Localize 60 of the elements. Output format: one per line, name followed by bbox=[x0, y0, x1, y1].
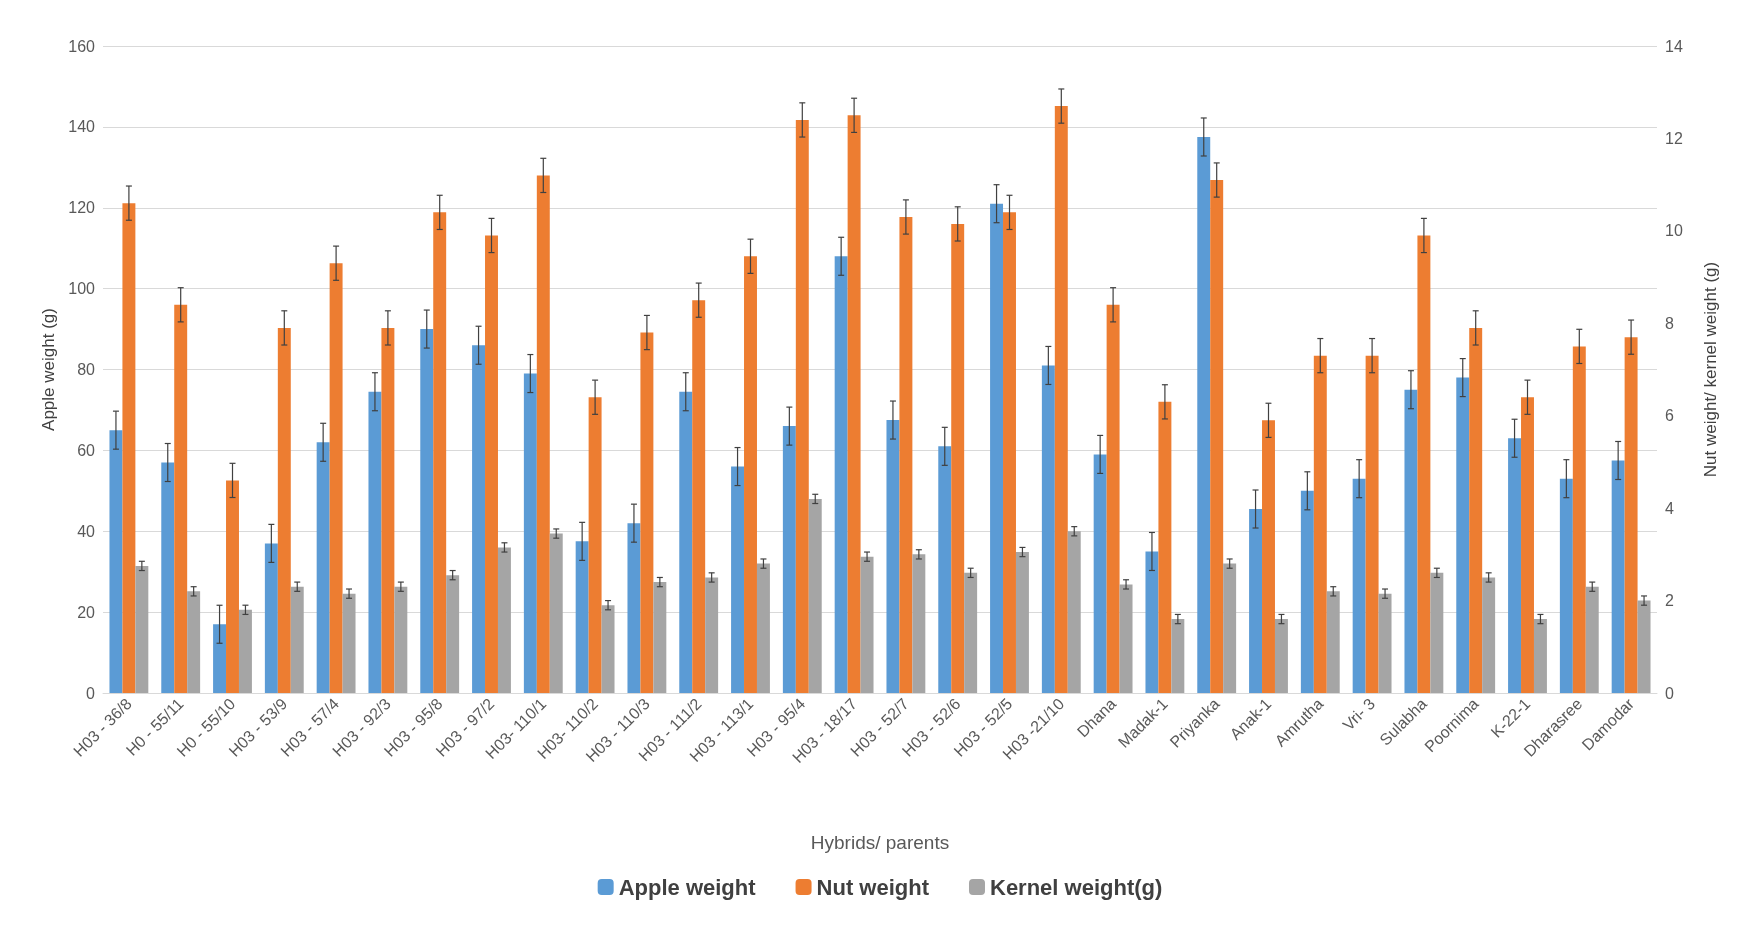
y-tick-label: 100 bbox=[68, 280, 96, 298]
bar bbox=[226, 480, 239, 693]
bar bbox=[135, 565, 149, 693]
bar bbox=[1119, 584, 1133, 693]
bar bbox=[912, 554, 926, 693]
bar bbox=[1378, 593, 1392, 693]
y2-tick-label: 4 bbox=[1665, 499, 1674, 517]
y-tick-label: 120 bbox=[68, 199, 96, 217]
y-tick-label: 40 bbox=[77, 522, 96, 540]
bar bbox=[808, 498, 822, 693]
y2-tick-label: 0 bbox=[1665, 684, 1674, 702]
y2-tick-label: 6 bbox=[1665, 407, 1674, 425]
y-tick-label: 160 bbox=[68, 37, 96, 55]
bar bbox=[342, 593, 356, 693]
bar bbox=[497, 547, 511, 693]
bar bbox=[1585, 586, 1599, 693]
bar bbox=[795, 119, 809, 693]
y2-tick-label: 8 bbox=[1665, 314, 1674, 332]
y2-axis-title: Nut weight/ kernel weight (g) bbox=[1701, 261, 1720, 478]
bar bbox=[290, 586, 304, 693]
bar bbox=[705, 577, 719, 693]
y-tick-label: 0 bbox=[86, 684, 96, 702]
bar bbox=[1533, 619, 1547, 693]
bar bbox=[1430, 572, 1444, 693]
bar bbox=[1015, 552, 1029, 693]
bar bbox=[1482, 577, 1496, 693]
bar bbox=[1223, 563, 1237, 693]
bar bbox=[394, 586, 408, 693]
bar bbox=[1067, 531, 1081, 693]
y-tick-label: 80 bbox=[77, 361, 96, 378]
bar bbox=[277, 327, 291, 693]
bar bbox=[549, 533, 563, 693]
bar bbox=[1274, 619, 1288, 693]
bar bbox=[1326, 591, 1340, 693]
y2-tick-label: 2 bbox=[1665, 592, 1674, 610]
bar bbox=[213, 624, 227, 693]
legend-label: Kernel weight(g) bbox=[989, 874, 1163, 900]
bar bbox=[756, 563, 770, 693]
y-tick-label: 20 bbox=[77, 603, 96, 621]
y2-tick-label: 10 bbox=[1665, 222, 1683, 240]
x-axis-title: Hybrids/ parents bbox=[810, 832, 950, 853]
bar bbox=[187, 591, 201, 693]
bar bbox=[640, 332, 654, 693]
y2-tick-label: 14 bbox=[1665, 37, 1683, 55]
legend-label: Nut weight bbox=[816, 874, 930, 900]
bar bbox=[964, 572, 978, 693]
bar bbox=[238, 609, 252, 693]
y-tick-label: 140 bbox=[68, 118, 96, 136]
x-tick-label: Vri- 3 bbox=[1339, 694, 1379, 734]
bar bbox=[1637, 600, 1651, 693]
bar bbox=[860, 556, 874, 693]
y-tick-label: 60 bbox=[77, 441, 96, 459]
legend-label: Apple weight bbox=[618, 874, 757, 900]
bar bbox=[1171, 619, 1185, 693]
bar bbox=[1158, 401, 1172, 693]
bar bbox=[653, 582, 667, 693]
bar bbox=[601, 605, 615, 693]
y-axis-title: Apple weight (g) bbox=[39, 308, 59, 431]
y2-tick-label: 12 bbox=[1665, 129, 1683, 147]
bar bbox=[446, 575, 460, 693]
